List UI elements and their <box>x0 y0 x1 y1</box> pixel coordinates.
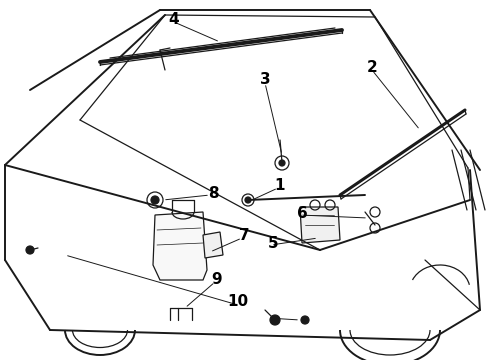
Text: 4: 4 <box>169 13 179 27</box>
Text: 5: 5 <box>268 235 278 251</box>
Polygon shape <box>203 232 223 258</box>
Circle shape <box>151 196 159 204</box>
Text: 8: 8 <box>208 185 219 201</box>
Text: 10: 10 <box>227 294 248 310</box>
Circle shape <box>270 315 280 325</box>
Text: 9: 9 <box>212 273 222 288</box>
Text: 7: 7 <box>239 229 249 243</box>
Polygon shape <box>300 207 340 243</box>
Circle shape <box>301 316 309 324</box>
Text: 1: 1 <box>275 179 285 194</box>
Circle shape <box>26 246 34 254</box>
Text: 3: 3 <box>260 72 270 87</box>
Text: 6: 6 <box>296 206 307 220</box>
Circle shape <box>245 197 251 203</box>
Text: 2: 2 <box>367 59 377 75</box>
Polygon shape <box>153 212 207 280</box>
Circle shape <box>279 160 285 166</box>
